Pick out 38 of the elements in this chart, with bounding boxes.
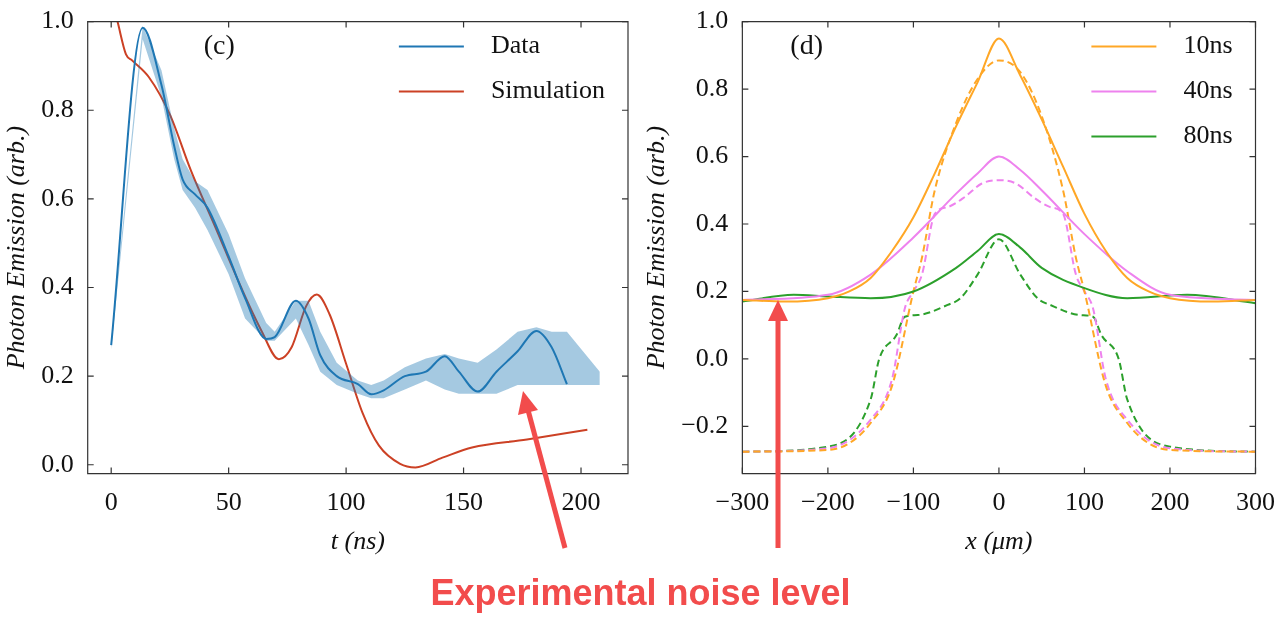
- y-tick-label: 0.8: [41, 94, 74, 124]
- x-axis-title: x (μm): [964, 526, 1033, 556]
- legend-label: Data: [490, 30, 541, 60]
- x-tick-label: 0: [992, 487, 1006, 517]
- y-axis-title: Photon Emission (arb.): [1, 125, 31, 371]
- x-tick-label: 200: [1150, 487, 1190, 517]
- x-tick-label: 50: [215, 487, 242, 517]
- y-tick-label: 0.2: [695, 275, 729, 305]
- y-tick-label: 0.0: [41, 448, 74, 478]
- legend-label: 40ns: [1183, 75, 1233, 105]
- x-tick-label: 300: [1236, 487, 1275, 517]
- x-tick-label: −200: [801, 487, 855, 517]
- x-tick-label: −100: [886, 487, 941, 517]
- x-tick-label: 100: [1064, 487, 1104, 517]
- text: Experimental noise level: [429, 572, 852, 614]
- y-tick-label: 0.4: [695, 207, 729, 237]
- legend-label: 80ns: [1183, 120, 1233, 150]
- annotation: (d): [790, 28, 824, 60]
- y-tick-label: −0.2: [681, 410, 729, 440]
- y-tick-label: 0.6: [695, 140, 729, 170]
- x-tick-label: −300: [715, 487, 770, 517]
- annotation: (c): [203, 28, 235, 60]
- x-tick-label: 0: [104, 487, 118, 517]
- x-axis-title: t (ns): [330, 526, 385, 556]
- line-series: [742, 233, 1256, 305]
- legend-label: 10ns: [1183, 30, 1233, 60]
- x-tick-label: 100: [326, 487, 366, 517]
- legend-label: Simulation: [490, 75, 606, 105]
- y-tick-label: 0.2: [41, 359, 74, 389]
- y-tick-label: 0.4: [41, 271, 74, 301]
- y-tick-label: 0.8: [695, 72, 729, 102]
- y-tick-label: 1.0: [695, 5, 729, 35]
- y-tick-label: 0.0: [695, 342, 729, 372]
- y-tick-label: 0.6: [41, 182, 74, 212]
- x-tick-label: 200: [561, 487, 601, 517]
- y-axis-title: Photon Emission (arb.): [641, 125, 671, 371]
- x-tick-label: 150: [444, 487, 484, 517]
- y-tick-label: 1.0: [41, 5, 74, 35]
